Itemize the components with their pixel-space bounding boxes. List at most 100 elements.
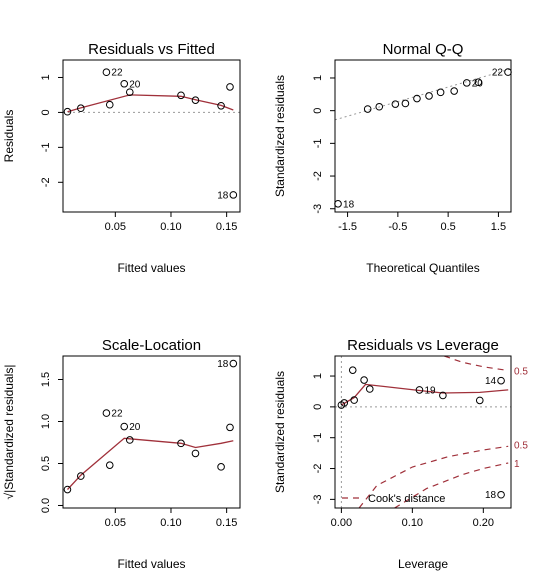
- panel-2: 18 20 22 -1.5 -0.5 0.5 1.5 -3 -2 -1 0 1 Normal Q-Q Th…: [273, 41, 512, 275]
- plot-frame: [334, 59, 512, 213]
- x-tick-label: 0.10: [402, 517, 423, 529]
- x-tick-label: 0.5: [440, 221, 455, 233]
- data-point: [497, 490, 505, 499]
- y-axis-label: Standardized residuals: [273, 371, 287, 493]
- y-tick-label: 0.0: [40, 498, 52, 513]
- y-tick-label: -2: [312, 464, 324, 474]
- data-point: [177, 439, 185, 448]
- x-tick-label: 0.15: [216, 517, 237, 529]
- data-point: [125, 436, 134, 444]
- data-point: [217, 463, 225, 471]
- y-tick-label: 0: [312, 404, 324, 410]
- data-point: [105, 461, 114, 469]
- data-point: [401, 99, 410, 108]
- data-point: [474, 78, 483, 87]
- data-point: [363, 105, 372, 113]
- point-label: 22: [111, 68, 123, 79]
- data-point: [497, 376, 505, 385]
- data-point: [217, 101, 225, 110]
- y-tick-label: -3: [312, 204, 324, 214]
- x-tick-label: -0.5: [388, 221, 407, 233]
- data-point: [415, 386, 424, 394]
- data-point: [413, 94, 421, 103]
- x-tick-label: 1.5: [491, 221, 506, 233]
- x-axis-label: Fitted values: [117, 261, 185, 275]
- point-label: 20: [472, 78, 484, 89]
- cooks-level-label: 0.5: [514, 366, 528, 377]
- data-point: [120, 422, 129, 431]
- point-label: 20: [129, 79, 141, 90]
- y-tick-label: 1.0: [40, 414, 52, 429]
- chart-title: Normal Q-Q: [383, 41, 464, 58]
- data-point: [226, 83, 234, 91]
- x-tick-label: 0.05: [105, 517, 126, 529]
- data-point: [340, 399, 349, 407]
- plot-area: [67, 437, 234, 490]
- qq-reference-line: [335, 68, 511, 121]
- data-point: [450, 87, 458, 95]
- point-label: 14: [485, 376, 497, 387]
- x-tick-label: 0.15: [216, 221, 237, 233]
- data-point: [439, 391, 447, 400]
- y-tick-label: -2: [40, 177, 52, 187]
- legend-label: Cook's distance: [368, 493, 445, 505]
- data-point: [425, 92, 433, 100]
- point-label: 18: [485, 490, 497, 501]
- y-axis-label: Residuals: [2, 110, 16, 163]
- y-tick-label: 1.5: [40, 372, 52, 387]
- x-tick-label: 0.00: [331, 517, 352, 529]
- data-point: [360, 376, 368, 384]
- x-axis-label: Leverage: [398, 557, 448, 571]
- point-label: 22: [492, 68, 504, 79]
- data-point: [125, 88, 134, 96]
- y-axis-label: √|Standardized residuals|: [2, 365, 16, 500]
- plot-area: [335, 356, 511, 508]
- data-point: [77, 104, 85, 113]
- panel-3: 22 20 18 0.05 0.10 0.15 0.0 0.5 1.0 1.5 Scale-Loca…: [2, 337, 241, 571]
- chart-title: Scale-Location: [102, 337, 201, 354]
- data-point: [63, 485, 72, 494]
- data-point: [462, 79, 471, 87]
- point-label: 18: [217, 190, 229, 201]
- point-label: 18: [217, 359, 229, 370]
- data-point: [365, 385, 374, 393]
- x-tick-label: 0.20: [473, 517, 494, 529]
- data-point: [375, 102, 384, 111]
- data-point: [191, 449, 200, 458]
- data-point: [391, 100, 400, 108]
- point-label: 22: [111, 409, 123, 420]
- y-tick-label: 1: [40, 74, 52, 80]
- y-tick-label: 1: [312, 373, 324, 379]
- data-point: [334, 200, 342, 208]
- data-point: [350, 396, 358, 404]
- plot-area: [63, 94, 240, 113]
- data-point: [229, 191, 238, 199]
- data-point: [105, 100, 114, 109]
- y-tick-label: -1: [312, 433, 324, 443]
- x-axis-label: Fitted values: [117, 557, 185, 571]
- smooth-line: [67, 437, 234, 490]
- plot-frame: [334, 355, 512, 509]
- cooks-level-label: 0.5: [514, 440, 528, 451]
- data-point: [436, 88, 445, 97]
- point-label: 18: [343, 199, 355, 210]
- x-tick-label: 0.10: [160, 517, 181, 529]
- y-tick-label: -1: [312, 138, 324, 148]
- y-tick-label: -3: [312, 494, 324, 504]
- cooks-distance-curve: [444, 356, 509, 372]
- chart-title: Residuals vs Fitted: [88, 41, 215, 58]
- cooks-distance-curve: [358, 445, 509, 508]
- x-tick-label: 0.10: [160, 221, 181, 233]
- x-tick-label: -1.5: [338, 221, 357, 233]
- y-tick-label: 0.5: [40, 456, 52, 471]
- data-point: [77, 472, 85, 480]
- smooth-line: [67, 94, 234, 113]
- data-point: [226, 423, 234, 432]
- plot-area: [335, 68, 511, 121]
- y-tick-label: 0: [312, 108, 324, 114]
- data-point: [229, 359, 238, 368]
- y-tick-label: -2: [312, 171, 324, 181]
- cooks-level-label: 1: [514, 459, 520, 470]
- data-point: [348, 366, 357, 374]
